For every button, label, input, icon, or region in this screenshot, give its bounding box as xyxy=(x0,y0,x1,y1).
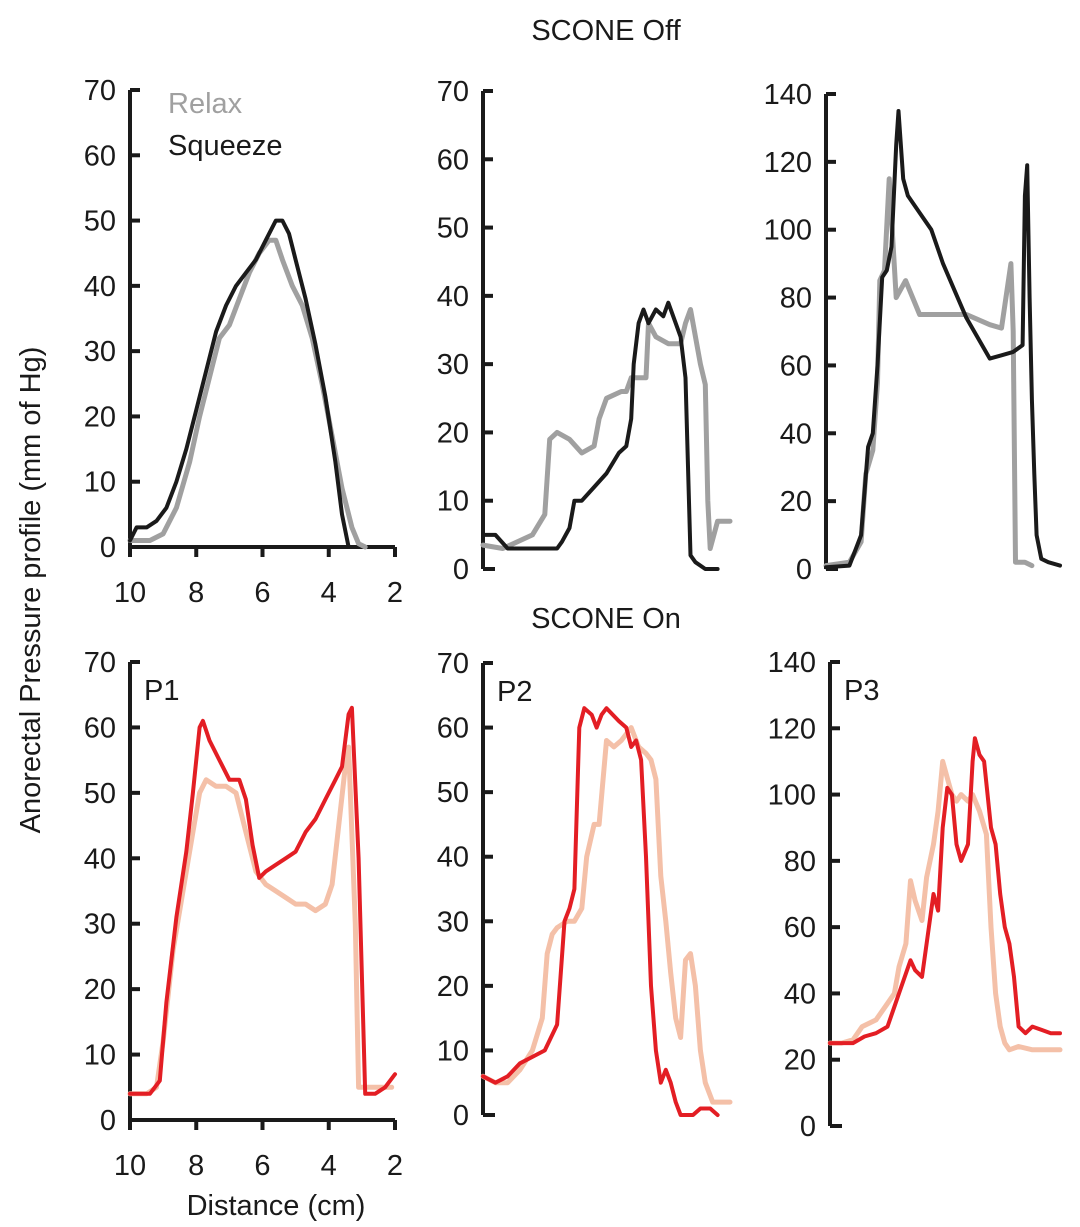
x-tick-label: 2 xyxy=(387,1150,403,1182)
y-tick-label: 0 xyxy=(100,532,116,564)
x-tick-label: 10 xyxy=(114,1150,146,1182)
x-axis-title: Distance (cm) xyxy=(187,1190,366,1222)
x-tick-label: 6 xyxy=(254,577,270,609)
x-tick-label: 10 xyxy=(114,577,146,609)
y-tick-label: 20 xyxy=(437,971,469,1003)
y-tick-label: 50 xyxy=(437,777,469,809)
y-tick-label: 20 xyxy=(780,486,812,518)
panel-top-left: 0 10 20 30 40 50 60 70 10 8 6 4 2 xyxy=(84,75,403,609)
panel-label-p1: P1 xyxy=(144,675,179,707)
series-line-squeeze xyxy=(128,705,397,1096)
panel-bottom-middle: 0 10 20 30 40 50 60 70 P2 xyxy=(437,648,733,1132)
panel-bottom-left: 0 10 20 30 40 50 60 70 10 8 6 4 2 P1 xyxy=(84,647,403,1182)
y-tick-label: 0 xyxy=(453,554,469,586)
series-line-squeeze xyxy=(828,736,1062,1046)
x-tick-label: 8 xyxy=(188,577,204,609)
top-section-title: SCONE Off xyxy=(531,15,681,47)
y-tick-label: 60 xyxy=(84,712,116,744)
y-tick-label: 20 xyxy=(84,401,116,433)
y-tick-label: 0 xyxy=(100,1105,116,1137)
y-tick-label: 70 xyxy=(437,648,469,680)
y-tick-label: 60 xyxy=(780,350,812,382)
y-tick-label: 30 xyxy=(437,906,469,938)
y-tick-label: 30 xyxy=(437,349,469,381)
y-tick-label: 10 xyxy=(437,1035,469,1067)
series-line-relax xyxy=(480,725,733,1105)
legend: Relax Squeeze xyxy=(168,88,283,162)
legend-squeeze: Squeeze xyxy=(168,130,283,162)
y-axis-title: Anorectal Pressure profile (mm of Hg) xyxy=(15,347,47,834)
y-tick-label: 40 xyxy=(84,271,116,303)
y-tick-label: 140 xyxy=(768,647,816,679)
y-tick-label: 70 xyxy=(437,76,469,108)
series-line-squeeze xyxy=(128,218,351,549)
y-tick-label: 100 xyxy=(768,780,816,812)
series-line-squeeze xyxy=(481,706,720,1117)
series-line-relax xyxy=(127,744,395,1097)
y-tick-label: 120 xyxy=(768,713,816,745)
y-tick-label: 60 xyxy=(84,140,116,172)
y-tick-label: 70 xyxy=(84,75,116,107)
y-tick-label: 10 xyxy=(84,467,116,499)
y-tick-label: 20 xyxy=(784,1045,816,1077)
y-tick-label: 40 xyxy=(84,843,116,875)
y-tick-label: 120 xyxy=(764,147,812,179)
y-tick-label: 40 xyxy=(784,978,816,1010)
y-tick-label: 70 xyxy=(84,647,116,679)
x-tick-label: 8 xyxy=(188,1150,204,1182)
series-line-squeeze xyxy=(824,109,1062,570)
x-tick-label: 4 xyxy=(321,577,337,609)
y-tick-label: 60 xyxy=(437,144,469,176)
series-line-relax xyxy=(127,237,368,550)
y-tick-label: 0 xyxy=(800,1111,816,1143)
y-tick-label: 20 xyxy=(437,417,469,449)
y-tick-label: 140 xyxy=(764,79,812,111)
x-tick-label: 2 xyxy=(387,577,403,609)
panel-bottom-right: 0 20 40 60 80 100 120 140 P3 xyxy=(768,647,1063,1143)
panel-top-right: 0 20 40 60 80 100 120 140 xyxy=(764,79,1062,586)
y-tick-label: 50 xyxy=(84,778,116,810)
panel-label-p2: P2 xyxy=(497,676,532,708)
y-tick-label: 40 xyxy=(437,842,469,874)
y-tick-label: 30 xyxy=(84,909,116,941)
y-tick-label: 30 xyxy=(84,336,116,368)
x-tick-label: 6 xyxy=(254,1150,270,1182)
x-tick-label: 4 xyxy=(321,1150,337,1182)
y-tick-label: 0 xyxy=(796,554,812,586)
y-tick-label: 60 xyxy=(437,713,469,745)
y-tick-label: 20 xyxy=(84,974,116,1006)
series-line-relax xyxy=(823,176,1035,569)
y-tick-label: 80 xyxy=(780,283,812,315)
panel-label-p3: P3 xyxy=(844,675,879,707)
y-tick-label: 0 xyxy=(453,1100,469,1132)
y-tick-label: 80 xyxy=(784,846,816,878)
legend-relax: Relax xyxy=(168,88,243,120)
y-tick-label: 40 xyxy=(437,281,469,313)
series-line-relax xyxy=(827,758,1063,1053)
y-tick-label: 50 xyxy=(437,213,469,245)
y-tick-label: 10 xyxy=(437,486,469,518)
series-line-relax xyxy=(480,307,733,551)
y-tick-label: 40 xyxy=(780,418,812,450)
series-line-squeeze xyxy=(481,300,720,571)
y-tick-label: 100 xyxy=(764,215,812,247)
bottom-section-title: SCONE On xyxy=(531,603,681,635)
y-tick-label: 60 xyxy=(784,912,816,944)
y-tick-label: 10 xyxy=(84,1040,116,1072)
y-tick-label: 50 xyxy=(84,206,116,238)
panel-top-middle: 0 10 20 30 40 50 60 70 xyxy=(437,76,733,586)
